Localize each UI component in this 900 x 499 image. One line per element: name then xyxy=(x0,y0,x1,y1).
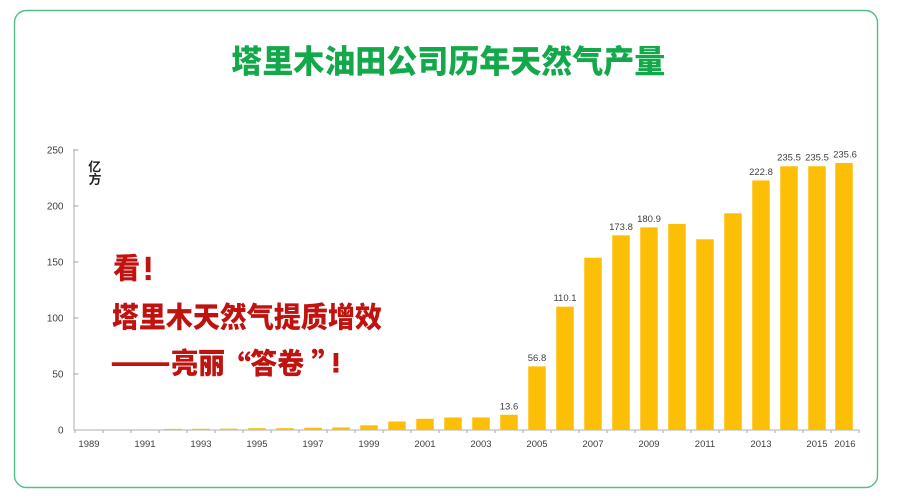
svg-text:50: 50 xyxy=(52,370,64,381)
svg-text:200: 200 xyxy=(47,202,64,213)
svg-text:173.8: 173.8 xyxy=(609,222,633,233)
svg-text:235.5: 235.5 xyxy=(777,153,801,164)
svg-text:56.8: 56.8 xyxy=(528,353,547,364)
svg-text:2016: 2016 xyxy=(834,439,855,450)
svg-text:2015: 2015 xyxy=(806,439,827,450)
svg-text:1989: 1989 xyxy=(78,439,99,450)
svg-text:1997: 1997 xyxy=(302,439,323,450)
svg-text:2013: 2013 xyxy=(750,439,771,450)
svg-text:235.5: 235.5 xyxy=(805,153,829,164)
svg-text:2007: 2007 xyxy=(582,439,603,450)
svg-text:180.9: 180.9 xyxy=(637,214,661,225)
svg-text:1995: 1995 xyxy=(246,439,267,450)
svg-text:2003: 2003 xyxy=(470,439,491,450)
svg-text:2009: 2009 xyxy=(638,439,659,450)
svg-text:13.6: 13.6 xyxy=(500,401,519,412)
svg-text:150: 150 xyxy=(47,258,64,269)
svg-text:100: 100 xyxy=(47,314,64,325)
svg-text:2005: 2005 xyxy=(526,439,547,450)
svg-text:2001: 2001 xyxy=(414,439,435,450)
svg-text:0: 0 xyxy=(58,426,64,437)
svg-text:2011: 2011 xyxy=(695,439,715,450)
svg-text:110.1: 110.1 xyxy=(553,293,576,304)
svg-text:1991: 1991 xyxy=(134,439,155,450)
svg-text:1993: 1993 xyxy=(190,439,211,450)
svg-text:235.6: 235.6 xyxy=(833,150,857,161)
svg-text:222.8: 222.8 xyxy=(749,167,773,178)
svg-text:1999: 1999 xyxy=(358,439,379,450)
svg-text:250: 250 xyxy=(47,146,64,157)
